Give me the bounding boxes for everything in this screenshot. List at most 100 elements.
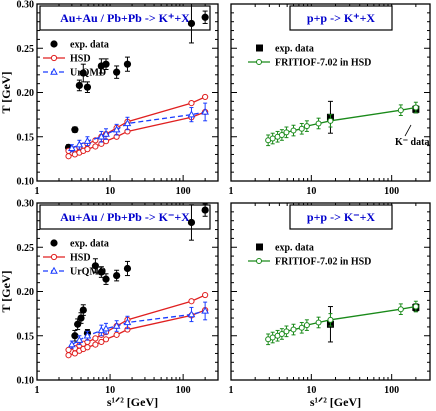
hsd-point <box>188 100 195 107</box>
y-tick-label: 0.10 <box>17 376 35 387</box>
x-tick-label: 1 <box>35 385 40 396</box>
panel-title: p+p -> K⁺+X <box>307 11 376 25</box>
title-box <box>289 5 393 31</box>
x-tick-label: 10 <box>306 385 316 396</box>
hsd-point <box>84 344 91 351</box>
fritiof-point <box>290 326 297 333</box>
urqmd-point <box>102 129 110 137</box>
exp-data-point <box>113 271 121 280</box>
panel-top-right: 1 10 100 p+p -> K⁺+X exp. data FRITIOF-7.02 i… <box>229 3 431 197</box>
y-tick-label: 0.10 <box>17 177 35 188</box>
urqmd-line <box>71 310 206 346</box>
urqmd-line <box>71 111 206 149</box>
panel-bottom-left: 1 10 100 0.10 0.15 0.20 0.25 0.30 T [GeV] s¹ᐟ² [G… <box>0 199 219 409</box>
legend-label: FRITIOF-7.02 in HSD <box>275 58 371 69</box>
hsd-point <box>202 291 209 299</box>
urqmd-point <box>123 318 132 326</box>
hsd-point <box>92 143 99 150</box>
urqmd-point <box>187 110 196 118</box>
exp-data-point <box>71 332 79 340</box>
urqmd-point <box>123 119 132 127</box>
x-tick-label: 1 <box>35 186 40 197</box>
fritiof-point <box>327 316 334 323</box>
urqmd-point <box>68 144 76 151</box>
exp-data-point <box>187 19 196 28</box>
title-box <box>39 5 211 31</box>
legend-label: HSD <box>70 253 91 264</box>
urqmd-point <box>112 321 121 329</box>
fritiof-point <box>315 319 322 326</box>
hsd-point <box>71 350 78 357</box>
legend-marker <box>50 253 58 261</box>
urqmd-point <box>187 310 196 318</box>
fritiof-point <box>290 127 297 134</box>
fritiof-point <box>269 334 276 341</box>
hsd-point <box>98 338 105 346</box>
urqmd-point <box>83 136 92 144</box>
urqmd-point <box>75 335 84 343</box>
exp-data-point <box>102 275 110 283</box>
legend-marker <box>50 40 58 48</box>
y-tick-label: 0.20 <box>17 88 35 99</box>
hsd-point <box>113 331 120 338</box>
y-tick-label: 0.15 <box>17 331 35 342</box>
exp-data-point <box>102 60 110 68</box>
y-tick-label: 0.30 <box>17 0 35 11</box>
y-tick-label: 0.20 <box>17 287 35 298</box>
exp-data-point <box>123 60 132 68</box>
urqmd-point <box>112 125 121 133</box>
hsd-point <box>102 336 110 343</box>
fritiof-point <box>269 135 276 142</box>
y-tick-label: 0.25 <box>17 44 35 55</box>
annotation-line <box>404 124 412 137</box>
legend-marker <box>256 44 263 52</box>
legend-label: HSD <box>70 54 91 65</box>
y-tick-label: 0.30 <box>17 199 35 210</box>
legend-label: exp. data <box>70 239 109 250</box>
legend-marker <box>50 54 58 62</box>
x-tick-label: 1 <box>229 186 234 197</box>
exp-data-point <box>71 126 79 134</box>
legend-marker <box>256 59 262 65</box>
legend-marker <box>50 67 58 75</box>
exp-data-point <box>79 306 87 314</box>
fritiof-point <box>278 131 285 138</box>
x-tick-label: 100 <box>176 186 191 197</box>
legend-marker <box>256 258 262 264</box>
fritiof-point <box>283 328 290 335</box>
urqmd-point <box>68 340 76 348</box>
legend-label: exp. data <box>275 243 314 254</box>
fritiof-point <box>397 107 404 114</box>
panel-bottom-right: 1 10 100 s¹ᐟ² [GeV] p+p -> K⁻+X exp. data FRIT… <box>229 202 431 409</box>
fritiof-point <box>412 303 419 310</box>
legend-label: FRITIOF-7.02 in HSD <box>275 257 371 268</box>
hsd-point <box>65 153 72 160</box>
x-tick-label: 100 <box>384 186 399 197</box>
x-tick-label: 100 <box>176 385 191 396</box>
hsd-point <box>65 352 72 359</box>
x-tick-label: 100 <box>384 385 399 396</box>
panel-top-left: 1 10 100 0.10 0.15 0.20 0.25 0.30 T [GeV] Au+Au /… <box>0 0 219 197</box>
legend-marker <box>50 266 58 274</box>
fritiof-point <box>298 125 305 132</box>
urqmd-point <box>201 306 209 314</box>
exp-data-point <box>113 68 121 76</box>
fritiof-point <box>315 120 322 127</box>
title-box <box>39 204 211 230</box>
fritiof-point <box>303 123 310 130</box>
x-tick-label: 10 <box>105 385 115 396</box>
panel-title: Au+Au / Pb+Pb -> K⁺+X <box>60 11 190 25</box>
hsd-point <box>202 93 209 101</box>
exp-data-point <box>97 268 105 276</box>
fritiof-point <box>412 104 419 111</box>
hsd-point <box>84 146 91 153</box>
exp-data-point <box>123 264 132 273</box>
legend-label: exp. data <box>70 40 109 51</box>
exp-data-point <box>77 314 85 322</box>
fritiof-point <box>298 324 305 331</box>
fritiof-point <box>303 322 310 329</box>
urqmd-point <box>75 140 84 148</box>
hsd-point <box>188 298 195 305</box>
x-axis-label: s¹ᐟ² [GeV] <box>107 395 158 409</box>
fritiof-point <box>397 306 404 313</box>
